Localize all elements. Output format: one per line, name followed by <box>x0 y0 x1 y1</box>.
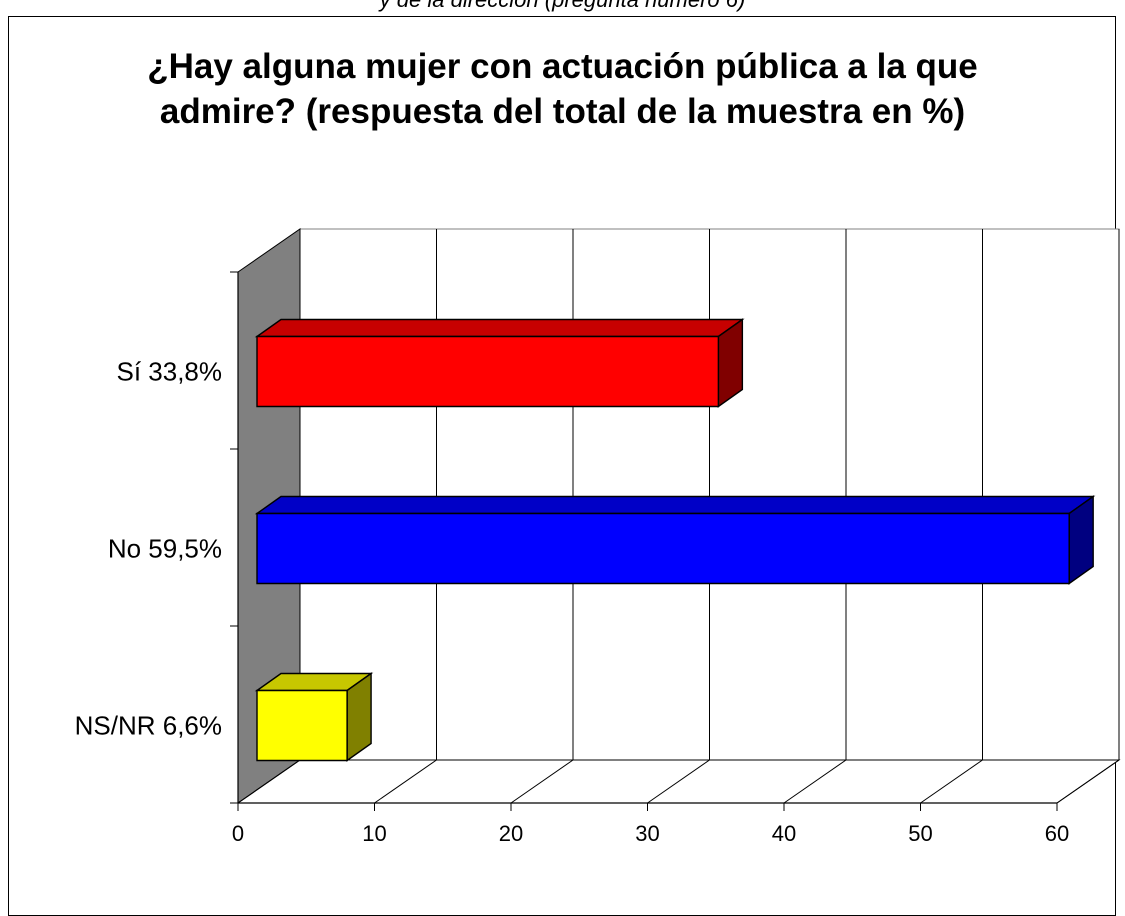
floor-gridline <box>783 759 847 804</box>
bar <box>254 672 374 762</box>
floor-gridline <box>510 759 574 804</box>
x-tick-label: 50 <box>908 821 932 846</box>
floor-gridline <box>647 759 710 804</box>
x-tick-label: 10 <box>362 821 386 846</box>
bar-top-face <box>254 495 1096 515</box>
x-tick-label: 0 <box>232 821 244 846</box>
page-caption: y de la dirección (pregunta número 6) <box>0 0 1125 13</box>
x-tick-label: 60 <box>1045 821 1069 846</box>
category-label: Sí 33,8% <box>116 357 222 387</box>
floor-gridline <box>1056 759 1120 804</box>
bar <box>254 495 1096 585</box>
x-tick-label: 40 <box>772 821 796 846</box>
bar <box>254 318 745 408</box>
bar-top-face <box>254 318 745 338</box>
chart-title: ¿Hay alguna mujer con actuación pública … <box>0 44 1125 134</box>
floor-gridline <box>374 759 437 804</box>
bar-front-face <box>256 512 1070 585</box>
bar-front-face <box>256 335 720 408</box>
category-label: No 59,5% <box>108 534 222 564</box>
bar-front-face <box>256 689 348 762</box>
chart-title-line-1: ¿Hay alguna mujer con actuación pública … <box>147 47 978 86</box>
floor-gridline <box>237 759 301 804</box>
category-label: NS/NR 6,6% <box>75 711 222 741</box>
x-tick-label: 20 <box>499 821 523 846</box>
chart-title-line-2: admire? (respuesta del total de la muest… <box>159 92 966 131</box>
x-tick-label: 30 <box>635 821 659 846</box>
floor-gridline <box>920 759 983 804</box>
